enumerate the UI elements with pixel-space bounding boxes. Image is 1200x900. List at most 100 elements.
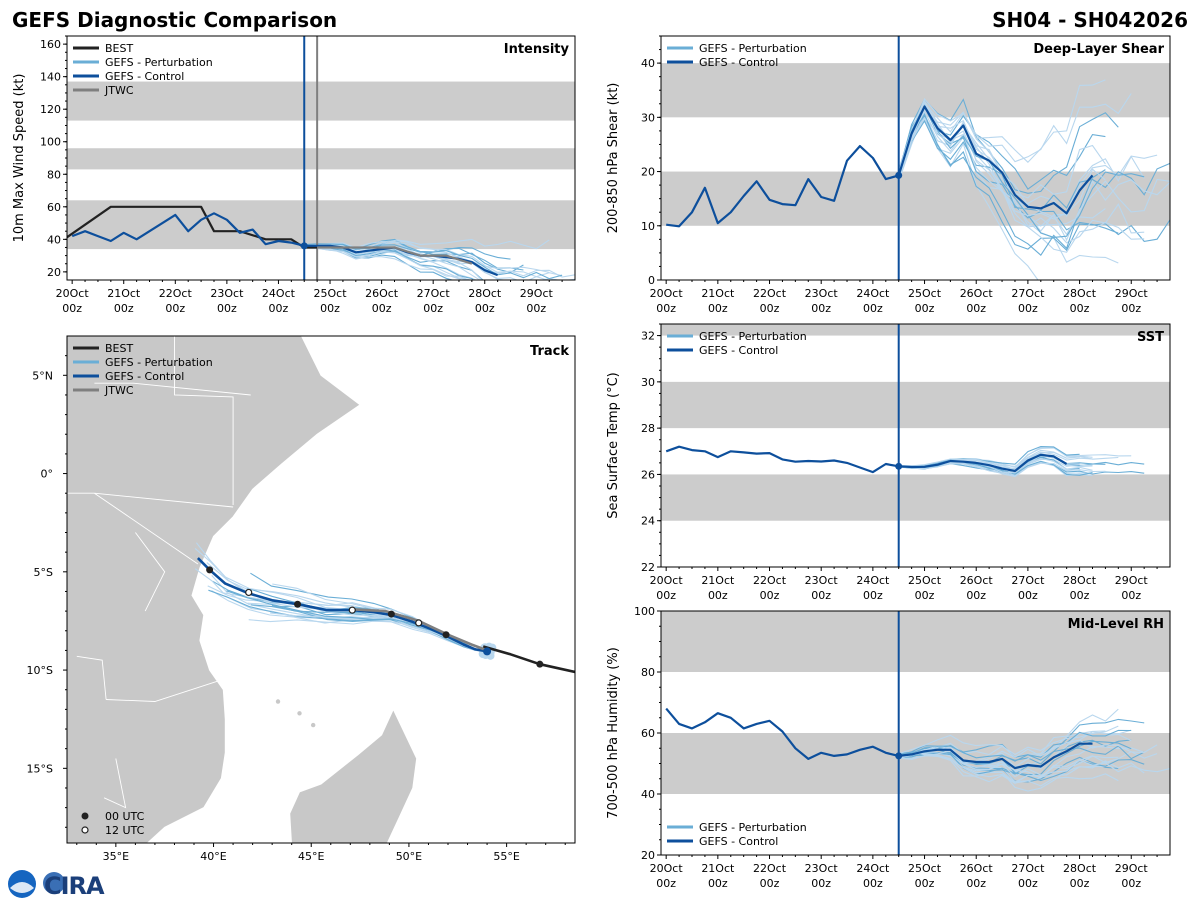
- cira-globe-icon: [43, 872, 65, 894]
- track-y-tick-label: 15°S: [27, 762, 53, 775]
- shear-x-tick-day: 21Oct: [701, 287, 735, 300]
- rh-perturbation-line: [898, 729, 1132, 762]
- intensity-legend-label: GEFS - Perturbation: [105, 56, 213, 69]
- intensity-x-tick-day: 24Oct: [262, 287, 296, 300]
- shear-panel-title: Deep-Layer Shear: [1033, 42, 1164, 57]
- track-legend-label: JTWC: [104, 384, 134, 397]
- track-init-marker: [483, 647, 492, 656]
- intensity-legend-label: JTWC: [104, 84, 134, 97]
- sst-x-tick-day: 24Oct: [856, 574, 890, 587]
- shear-y-tick-label: 0: [648, 274, 655, 287]
- shear-x-tick-hour: 00z: [863, 302, 883, 315]
- intensity-band-2: [67, 81, 575, 121]
- intensity-panel-title: Intensity: [504, 42, 570, 57]
- track-y-tick-label: 5°S: [34, 566, 53, 579]
- sst-x-tick-day: 28Oct: [1063, 574, 1097, 587]
- storm-id: SH04 - SH042026: [992, 8, 1188, 32]
- intensity-x-tick-day: 29Oct: [520, 287, 554, 300]
- sst-x-tick-hour: 00z: [811, 589, 831, 602]
- sst-x-tick-day: 22Oct: [753, 574, 787, 587]
- sst-x-tick-hour: 00z: [708, 589, 728, 602]
- sst-x-tick-hour: 00z: [966, 589, 986, 602]
- shear-x-tick-hour: 00z: [1070, 302, 1090, 315]
- shear-panel: 0 10 20 30 40 20Oct 00z 21Oct 00z 22Oct 00z 23Oct 00…: [606, 35, 1171, 315]
- shear-x-tick-hour: 00z: [1018, 302, 1038, 315]
- sst-y-tick-label: 24: [641, 515, 655, 528]
- intensity-legend-label: BEST: [105, 42, 133, 55]
- sst-band-0: [661, 474, 1170, 521]
- figure-title: GEFS Diagnostic Comparison: [12, 8, 337, 32]
- intensity-y-tick-label: 100: [40, 136, 61, 149]
- track-marker-00utc: [206, 566, 214, 574]
- intensity-x-tick-day: 20Oct: [56, 287, 90, 300]
- country-border: [76, 655, 107, 700]
- intensity-y-tick-label: 40: [47, 233, 61, 246]
- shear-perturbation-line: [898, 93, 1132, 177]
- comoros-island: [297, 711, 302, 716]
- cira-logo: CIRA: [8, 870, 106, 900]
- shear-x-tick-hour: 00z: [656, 302, 676, 315]
- intensity-x-tick-hour: 00z: [217, 302, 237, 315]
- rh-legend-label: GEFS - Perturbation: [699, 821, 807, 834]
- rh-x-tick-hour: 00z: [863, 877, 883, 890]
- track-legend-label: GEFS - Control: [105, 370, 184, 383]
- sst-x-tick-hour: 00z: [1070, 589, 1090, 602]
- intensity-band-0: [67, 200, 575, 250]
- track-x-tick-label: 35°E: [103, 850, 129, 863]
- sst-x-tick-hour: 00z: [656, 589, 676, 602]
- country-border: [135, 532, 166, 612]
- shear-perturbation-line: [898, 105, 1119, 234]
- intensity-x-tick-day: 27Oct: [417, 287, 451, 300]
- sst-x-tick-day: 26Oct: [960, 574, 994, 587]
- track-legend-label: GEFS - Perturbation: [105, 356, 213, 369]
- rh-x-tick-day: 20Oct: [650, 862, 684, 875]
- track-legend-label: BEST: [105, 342, 133, 355]
- sst-x-tick-day: 27Oct: [1011, 574, 1045, 587]
- rh-series-gefs-control: [665, 707, 1093, 770]
- rh-x-tick-day: 26Oct: [960, 862, 994, 875]
- intensity-perturbation-line: [304, 246, 471, 280]
- shear-x-tick-day: 20Oct: [650, 287, 684, 300]
- rh-perturbation-line: [898, 708, 1119, 764]
- madagascar-landmass: [289, 708, 418, 843]
- track-series-best: [482, 645, 575, 674]
- intensity-y-axis-label: 10m Max Wind Speed (kt): [12, 74, 27, 243]
- track-series-jtwc: [350, 607, 488, 652]
- country-border: [103, 758, 127, 809]
- shear-series-gefs-control: [666, 105, 1094, 228]
- rh-x-tick-day: 25Oct: [908, 862, 942, 875]
- shear-perturbation-line: [898, 103, 1145, 238]
- sst-perturbation-line: [898, 455, 1080, 474]
- rh-perturbation-line: [898, 734, 1158, 758]
- rh-perturbation-line: [898, 745, 1170, 778]
- intensity-x-tick-day: 26Oct: [365, 287, 399, 300]
- sst-plot-area: [661, 324, 1170, 567]
- intensity-x-tick-hour: 00z: [320, 302, 340, 315]
- africa-landmass: [67, 336, 361, 843]
- rh-y-tick-label: 100: [634, 605, 655, 618]
- sst-series-gefs-control: [665, 445, 1068, 474]
- cira-logo-text: CIRA: [44, 872, 105, 900]
- intensity-series-jtwc: [317, 246, 473, 265]
- comoros-island: [275, 699, 281, 704]
- rh-x-tick-hour: 00z: [1121, 877, 1141, 890]
- intensity-init-marker: [300, 242, 308, 250]
- sst-x-tick-hour: 00z: [1018, 589, 1038, 602]
- shear-x-tick-hour: 00z: [915, 302, 935, 315]
- country-border: [106, 679, 222, 702]
- shear-perturbation-line: [898, 113, 1158, 218]
- sst-y-tick-label: 30: [641, 376, 655, 389]
- rh-x-tick-hour: 00z: [811, 877, 831, 890]
- rh-y-tick-label: 20: [641, 849, 655, 862]
- track-legend-marker-00utc: [81, 812, 89, 820]
- track-marker-00utc: [294, 600, 302, 608]
- rh-x-tick-day: 24Oct: [856, 862, 890, 875]
- intensity-legend-label: GEFS - Control: [105, 70, 184, 83]
- rh-panel-title: Mid-Level RH: [1068, 617, 1164, 632]
- rh-panel: 20 40 60 80 100 20Oct 00z 21Oct 00z 22Oct 00z 23Oct…: [606, 605, 1171, 890]
- rh-legend-label: GEFS - Control: [699, 835, 778, 848]
- shear-init-marker: [895, 171, 903, 179]
- track-y-tick-label: 10°S: [27, 664, 53, 677]
- noaa-wave-icon: [10, 882, 34, 893]
- shear-y-tick-label: 30: [641, 111, 655, 124]
